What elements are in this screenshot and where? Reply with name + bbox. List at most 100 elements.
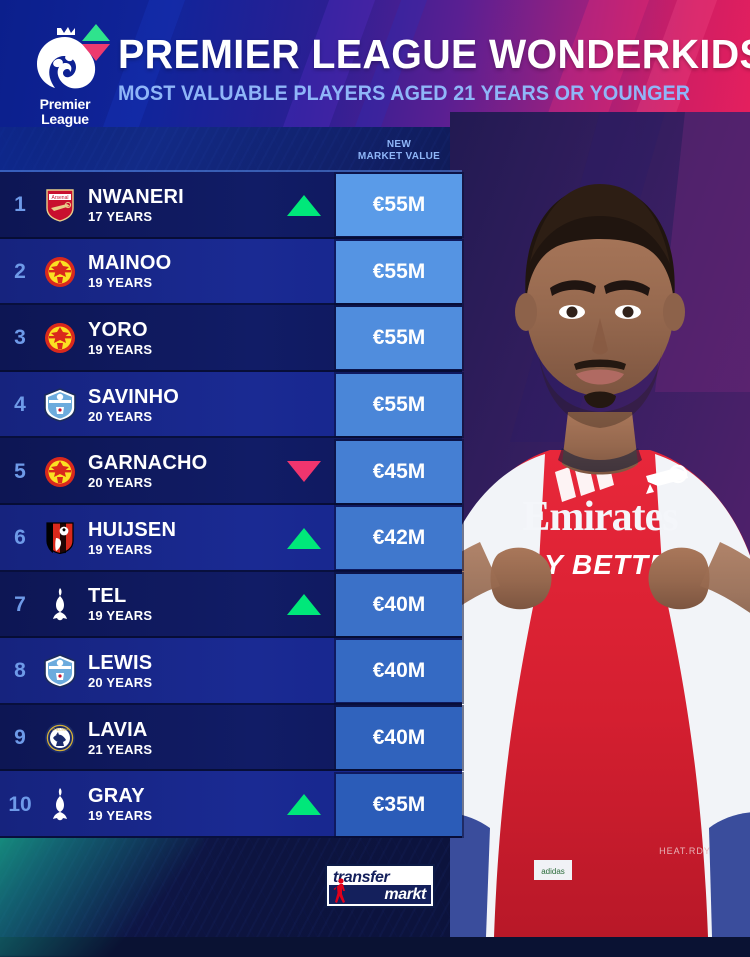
market-value: €40M [336, 640, 462, 703]
transfermarkt-wordmark-bottom: markt [329, 885, 431, 904]
player-photo: Emirates FLY BETTER adidas HEAT.RDY [450, 112, 750, 937]
transfermarkt-wordmark-top: transfer [333, 869, 390, 886]
club-crest-man-city [40, 649, 80, 693]
player-age: 20 YEARS [88, 408, 153, 424]
club-crest-tottenham [40, 783, 80, 827]
player-name: NWANERI [88, 185, 184, 208]
pl-logo-line1: Premier [39, 96, 91, 112]
table-row[interactable]: 4 SAVINHO 20 YEARS €55M [0, 371, 462, 439]
market-value: €45M [336, 440, 462, 503]
table-row[interactable]: 1 Arsenal NWANERI 17 YEARS €55M [0, 170, 462, 239]
club-crest-man-united [40, 450, 80, 494]
club-crest-man-united [40, 250, 80, 294]
table-row[interactable]: 6 HUIJSEN 19 YEARS €42M [0, 504, 462, 572]
player-name: LEWIS [88, 651, 153, 674]
runner-figure-icon [333, 878, 345, 903]
svg-text:Emirates: Emirates [522, 494, 678, 540]
transfermarkt-logo: transfer markt [325, 864, 435, 908]
table-row[interactable]: 2 MAINOO 19 YEARS €55M [0, 238, 462, 306]
row-rank: 7 [14, 592, 26, 616]
trend-indicator [276, 194, 332, 216]
player-info: HUIJSEN 19 YEARS [80, 519, 276, 558]
trend-up-icon [287, 194, 321, 216]
page-subtitle: MOST VALUABLE PLAYERS AGED 21 YEARS OR Y… [118, 82, 691, 105]
player-age: 19 YEARS [88, 275, 153, 291]
club-crest-chelsea: CHELSEA [40, 716, 80, 760]
market-value: €35M [336, 773, 462, 836]
pl-logo-line2: League [41, 111, 89, 127]
player-name: SAVINHO [88, 385, 180, 408]
table-row[interactable]: 10 GRAY 19 YEARS €35M [0, 771, 462, 838]
player-age: 19 YEARS [88, 608, 153, 624]
player-name: LAVIA [88, 718, 148, 741]
player-age: 19 YEARS [88, 341, 153, 357]
table-row[interactable]: 3 YORO 19 YEARS €55M [0, 305, 462, 372]
trend-up-icon [287, 527, 321, 549]
player-age: 19 YEARS [88, 541, 153, 557]
column-header-line1: NEW [386, 139, 412, 150]
player-info: TEL 19 YEARS [80, 585, 276, 624]
row-rank: 1 [14, 193, 26, 217]
player-name: TEL [88, 585, 127, 608]
svg-text:CHELSEA: CHELSEA [52, 727, 69, 731]
column-header-market-value: NEW MARKET VALUE [336, 139, 462, 163]
row-rank: 6 [14, 526, 26, 550]
club-crest-man-united [40, 316, 80, 360]
player-name: YORO [88, 318, 148, 341]
row-rank: 9 [14, 726, 26, 750]
club-crest-arsenal: Arsenal [40, 183, 80, 227]
market-value: €55M [336, 307, 462, 370]
market-value: €55M [336, 174, 462, 237]
player-age: 21 YEARS [88, 741, 153, 757]
table-row[interactable]: 7 TEL 19 YEARS €40M [0, 571, 462, 639]
market-value: €42M [336, 507, 462, 570]
row-rank: 3 [14, 326, 26, 350]
player-age: 17 YEARS [88, 208, 153, 224]
trend-indicator [276, 461, 332, 483]
player-name: GRAY [88, 785, 145, 808]
player-age: 20 YEARS [88, 475, 153, 491]
header-banner: Premier League PREMIER LEAGUE WONDERKIDS… [0, 0, 750, 127]
market-value: €40M [336, 707, 462, 770]
player-name: HUIJSEN [88, 518, 177, 541]
trend-indicator [276, 594, 332, 616]
title-block: PREMIER LEAGUE WONDERKIDS MOST VALUABLE … [118, 31, 750, 106]
player-age: 19 YEARS [88, 808, 153, 824]
trend-indicator [276, 794, 332, 816]
row-rank: 10 [8, 792, 32, 816]
club-crest-tottenham [40, 583, 80, 627]
player-info: GARNACHO 20 YEARS [80, 452, 276, 491]
player-info: YORO 19 YEARS [80, 319, 276, 358]
player-info: LEWIS 20 YEARS [80, 652, 276, 691]
trend-up-icon [287, 794, 321, 816]
market-value: €55M [336, 240, 462, 303]
market-value: €40M [336, 573, 462, 636]
club-crest-bournemouth [40, 516, 80, 560]
row-rank: 8 [14, 659, 26, 683]
trend-up-icon [287, 594, 321, 616]
table-row[interactable]: 9 CHELSEA LAVIA 21 YEARS €40M [0, 704, 462, 772]
svg-text:HEAT.RDY: HEAT.RDY [659, 846, 711, 856]
wonderkids-table: 1 Arsenal NWANERI 17 YEARS €55M 2 [0, 170, 462, 838]
club-crest-man-city [40, 383, 80, 427]
column-header-line2: MARKET VALUE [357, 151, 441, 162]
row-rank: 5 [14, 459, 26, 483]
table-row[interactable]: 5 GARNACHO 20 YEARS €45M [0, 438, 462, 505]
market-value: €55M [336, 374, 462, 437]
svg-text:adidas: adidas [541, 867, 565, 876]
triangle-up-icon [82, 24, 110, 41]
page-title: PREMIER LEAGUE WONDERKIDS [118, 31, 750, 77]
player-age: 20 YEARS [88, 674, 153, 690]
premier-league-logo: Premier League [17, 22, 113, 126]
player-info: SAVINHO 20 YEARS [80, 386, 276, 425]
player-info: MAINOO 19 YEARS [80, 252, 276, 291]
header-trend-icons [82, 24, 112, 68]
trend-indicator [276, 527, 332, 549]
player-name: GARNACHO [88, 452, 208, 475]
player-info: LAVIA 21 YEARS [80, 719, 276, 758]
triangle-down-icon [82, 44, 110, 61]
player-info: NWANERI 17 YEARS [80, 186, 276, 225]
svg-text:Arsenal: Arsenal [52, 195, 69, 201]
player-name: MAINOO [88, 252, 172, 275]
table-row[interactable]: 8 LEWIS 20 YEARS €40M [0, 638, 462, 705]
